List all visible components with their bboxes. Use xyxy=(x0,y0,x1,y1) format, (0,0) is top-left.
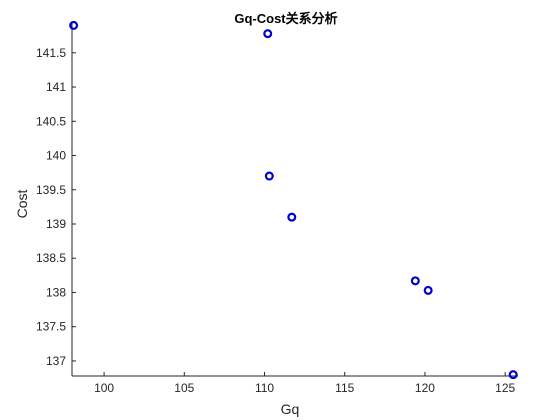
data-point xyxy=(423,285,433,295)
x-tick-label: 115 xyxy=(335,381,354,395)
y-ticks: 137 137.5 138 138.5 139 139.5 140 140.5 141 141.5 xyxy=(36,46,76,368)
y-tick-label: 137 xyxy=(46,354,66,368)
data-point xyxy=(69,20,79,30)
data-point xyxy=(508,370,518,380)
y-tick-label: 139 xyxy=(46,217,66,231)
x-ticks: 100 105 110 115 120 125 xyxy=(94,372,515,395)
x-tick-label: 125 xyxy=(495,381,515,395)
y-tick-label: 140.5 xyxy=(36,114,66,128)
x-tick-label: 120 xyxy=(415,381,435,395)
data-point xyxy=(264,171,274,181)
x-tick-label: 110 xyxy=(255,381,274,395)
y-axis-label: Cost xyxy=(14,190,30,219)
axes xyxy=(71,22,518,377)
y-tick-label: 141 xyxy=(46,80,66,94)
x-tick-label: 100 xyxy=(94,381,114,395)
data-point xyxy=(263,29,273,39)
y-tick-label: 141.5 xyxy=(36,46,66,60)
x-axis-label: Gq xyxy=(281,401,300,417)
y-tick-label: 138 xyxy=(46,285,66,299)
data-point xyxy=(410,276,420,286)
y-tick-label: 137.5 xyxy=(36,320,66,334)
data-point xyxy=(287,212,297,222)
y-tick-label: 139.5 xyxy=(36,183,66,197)
y-tick-label: 140 xyxy=(46,149,66,163)
y-tick-label: 138.5 xyxy=(36,251,66,265)
chart-title: Gq-Cost关系分析 xyxy=(234,11,337,26)
data-points xyxy=(69,20,518,380)
x-tick-label: 105 xyxy=(174,381,194,395)
